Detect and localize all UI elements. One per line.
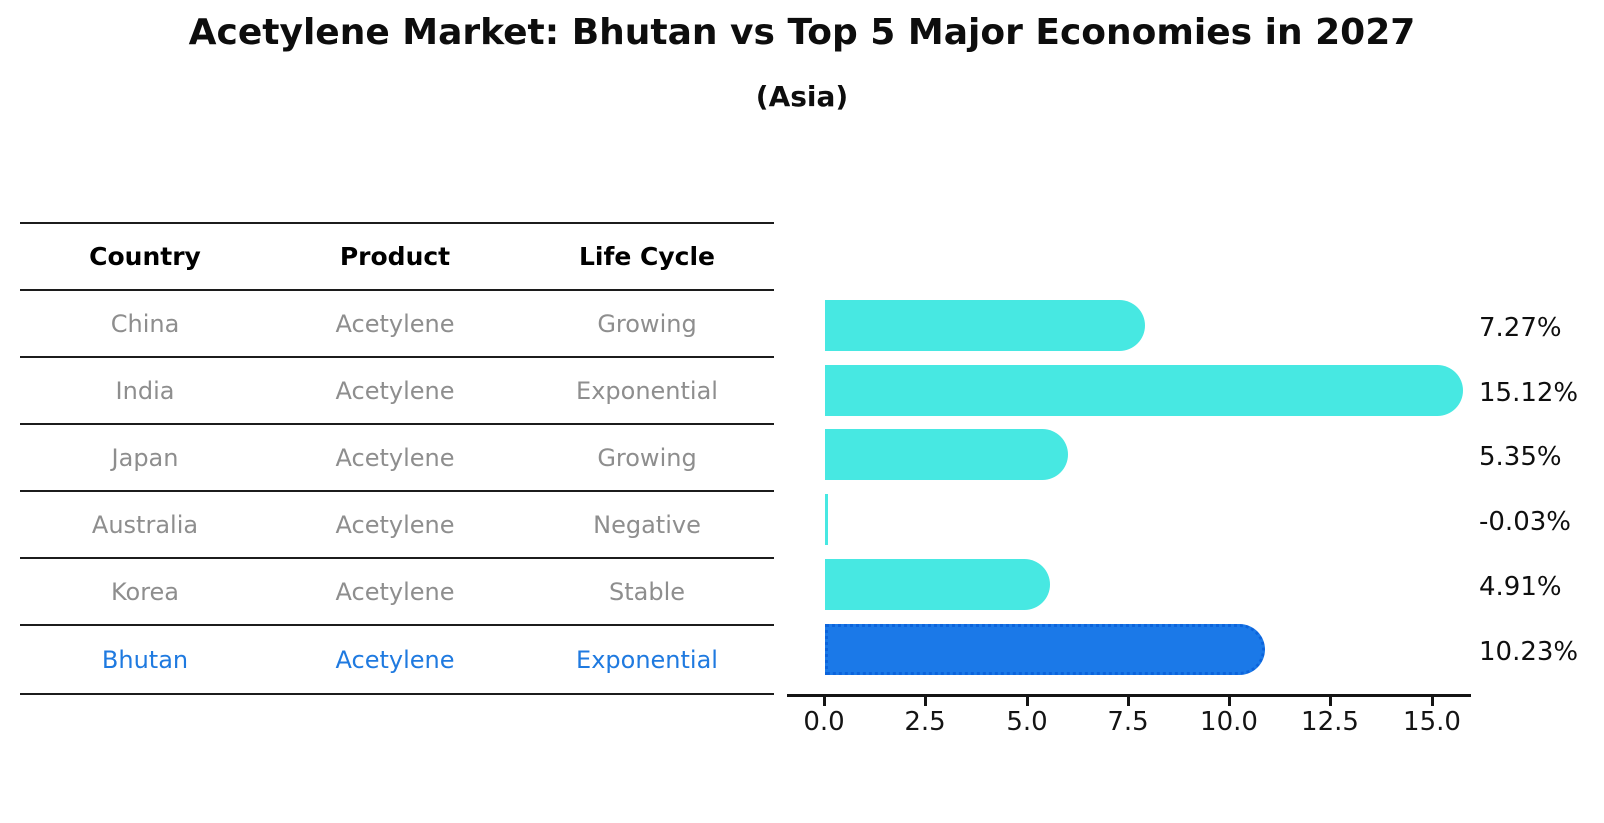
x-axis-tick bbox=[1329, 697, 1332, 706]
bar-australia bbox=[825, 494, 828, 545]
bar-india bbox=[825, 365, 1463, 416]
table-cell-country: Korea bbox=[110, 577, 180, 606]
table-cell-product: Acetylene bbox=[335, 510, 455, 539]
table-cell-life-cycle: Exponential bbox=[576, 376, 718, 405]
table-cell-life-cycle: Negative bbox=[593, 510, 701, 539]
table-row-china: China Acetylene Growing bbox=[20, 291, 774, 358]
bar-value-label-bhutan: 10.23% bbox=[1479, 637, 1579, 667]
table-cell-country: China bbox=[110, 309, 180, 338]
bar-value-label-korea: 4.91% bbox=[1479, 572, 1562, 602]
x-axis-tick-label: 7.5 bbox=[1107, 707, 1149, 737]
table-row-bhutan: Bhutan Acetylene Exponential bbox=[20, 626, 774, 695]
x-axis-tick bbox=[823, 697, 826, 706]
bar-china bbox=[825, 300, 1145, 351]
bar-value-label-japan: 5.35% bbox=[1479, 442, 1562, 472]
bar-value-label-india: 15.12% bbox=[1479, 378, 1579, 408]
table-cell-product: Acetylene bbox=[335, 376, 455, 405]
table-cell-life-cycle: Exponential bbox=[576, 645, 718, 674]
x-axis-tick bbox=[1228, 697, 1231, 706]
table-cell-life-cycle: Growing bbox=[597, 443, 697, 472]
table-row-japan: Japan Acetylene Growing bbox=[20, 425, 774, 492]
column-header-country: Country bbox=[89, 242, 201, 271]
bar-value-label-australia: -0.03% bbox=[1479, 507, 1571, 537]
table-row-australia: Australia Acetylene Negative bbox=[20, 492, 774, 559]
x-axis-tick-label: 2.5 bbox=[904, 707, 946, 737]
table-cell-product: Acetylene bbox=[335, 645, 455, 674]
table-header-row: Country Product Life Cycle bbox=[20, 224, 774, 291]
x-axis-tick-label: 5.0 bbox=[1006, 707, 1048, 737]
x-axis-tick bbox=[924, 697, 927, 706]
x-axis-tick bbox=[1026, 697, 1029, 706]
chart-title: Acetylene Market: Bhutan vs Top 5 Major … bbox=[188, 12, 1416, 53]
x-axis-tick bbox=[1431, 697, 1434, 706]
bar-japan bbox=[825, 429, 1068, 480]
bar-korea bbox=[825, 559, 1050, 610]
x-axis-tick bbox=[1127, 697, 1130, 706]
table-row-korea: Korea Acetylene Stable bbox=[20, 559, 774, 626]
x-axis-tick-label: 10.0 bbox=[1200, 707, 1258, 737]
table-row-india: India Acetylene Exponential bbox=[20, 358, 774, 425]
x-axis-tick-label: 15.0 bbox=[1403, 707, 1461, 737]
table-cell-product: Acetylene bbox=[335, 443, 455, 472]
table-cell-country: Japan bbox=[111, 443, 179, 472]
table-cell-country: Bhutan bbox=[101, 645, 189, 674]
table-cell-country: India bbox=[115, 376, 175, 405]
table-cell-country: Australia bbox=[91, 510, 199, 539]
bar-value-label-china: 7.27% bbox=[1479, 313, 1562, 343]
x-axis-line bbox=[787, 694, 1471, 697]
table-cell-life-cycle: Growing bbox=[597, 309, 697, 338]
table-cell-product: Acetylene bbox=[335, 577, 455, 606]
chart-subtitle: (Asia) bbox=[755, 80, 849, 113]
table-cell-life-cycle: Stable bbox=[608, 577, 686, 606]
table-body: China Acetylene Growing India Acetylene Expon… bbox=[20, 291, 774, 695]
column-header-life-cycle: Life Cycle bbox=[578, 242, 716, 271]
column-header-product: Product bbox=[339, 242, 451, 271]
x-axis-tick-label: 12.5 bbox=[1301, 707, 1359, 737]
country-table: Country Product Life Cycle China Acetylen… bbox=[20, 222, 774, 695]
table-cell-product: Acetylene bbox=[335, 309, 455, 338]
x-axis-tick-label: 0.0 bbox=[803, 707, 845, 737]
bar-bhutan bbox=[825, 624, 1265, 675]
